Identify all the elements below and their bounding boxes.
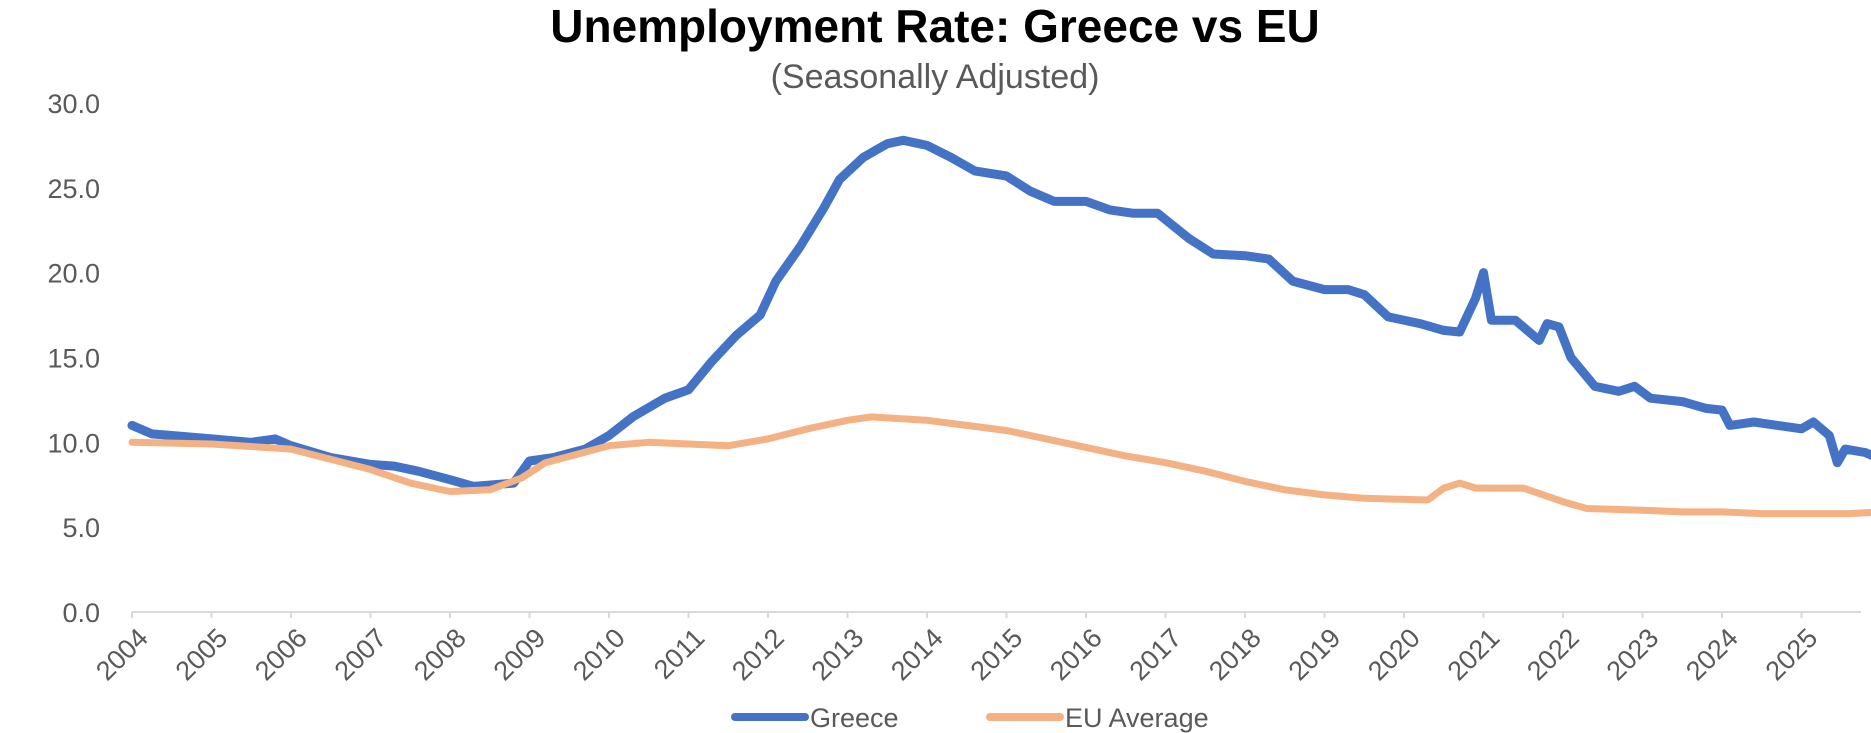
- x-tick-label: 2016: [1044, 623, 1108, 687]
- chart-subtitle: (Seasonally Adjusted): [771, 58, 1100, 96]
- x-tick-label: 2013: [806, 623, 870, 687]
- x-tick-label: 2025: [1760, 623, 1824, 687]
- x-tick-label: 2009: [488, 623, 552, 687]
- x-tick-label: 2004: [90, 623, 154, 687]
- y-tick-label: 20.0: [47, 259, 100, 289]
- y-tick-label: 0.0: [62, 598, 100, 628]
- x-tick-label: 2022: [1521, 623, 1585, 687]
- x-tick-label: 2018: [1203, 623, 1267, 687]
- x-tick-label: 2010: [567, 623, 631, 687]
- series-line-greece: [127, 135, 1871, 491]
- y-tick-label: 5.0: [62, 513, 100, 543]
- x-tick-label: 2007: [329, 623, 393, 687]
- legend-label-eu-average: EU Average: [1065, 703, 1209, 733]
- x-tick-label: 2005: [170, 623, 234, 687]
- legend: Greece EU Average: [731, 703, 1209, 733]
- y-tick-label: 15.0: [47, 344, 100, 374]
- x-tick-label: 2021: [1442, 623, 1506, 687]
- x-tick-label: 2008: [408, 623, 472, 687]
- x-tick-label: 2006: [249, 623, 313, 687]
- x-tick-label: 2012: [726, 623, 790, 687]
- x-tick-label: 2020: [1362, 623, 1426, 687]
- x-tick-label: 2019: [1283, 623, 1347, 687]
- chart-title: Unemployment Rate: Greece vs EU: [550, 0, 1320, 52]
- series-line-eu-average: [128, 413, 1871, 518]
- y-tick-label: 10.0: [47, 428, 100, 458]
- y-tick-label: 25.0: [47, 174, 100, 204]
- legend-label-greece: Greece: [810, 703, 899, 733]
- y-tick-label: 30.0: [47, 89, 100, 119]
- x-tick-label: 2023: [1601, 623, 1665, 687]
- x-tick-label: 2015: [965, 623, 1029, 687]
- x-tick-label: 2024: [1680, 623, 1744, 687]
- series-lines: [127, 135, 1871, 518]
- x-tick-label: 2014: [885, 623, 949, 687]
- x-tick-label: 2017: [1124, 623, 1188, 687]
- x-tick-label: 2011: [648, 623, 710, 685]
